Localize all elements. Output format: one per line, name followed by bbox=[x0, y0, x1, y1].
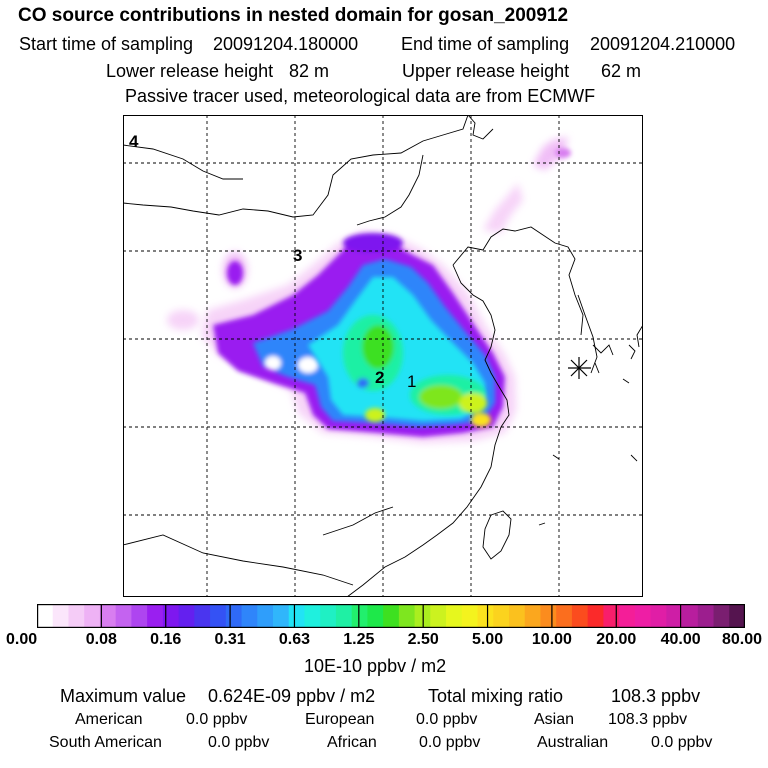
region-value: 0.0 ppbv bbox=[416, 711, 478, 728]
colorbar-tick-label: 10.00 bbox=[531, 631, 572, 648]
colorbar-tick-label: 80.00 bbox=[721, 631, 762, 648]
colorbar-cell bbox=[461, 604, 479, 628]
colorbar-cell bbox=[273, 604, 290, 628]
colorbar-cell bbox=[477, 604, 494, 628]
colorbar-cell bbox=[288, 604, 305, 628]
region-name: American bbox=[75, 711, 143, 728]
colorbar-cell bbox=[650, 604, 667, 628]
panel-label: 4 bbox=[129, 132, 139, 151]
colorbar-cell bbox=[52, 604, 69, 628]
colorbar-cell bbox=[115, 604, 132, 628]
colorbar-tick-label: 40.00 bbox=[660, 631, 701, 648]
colorbar-cell bbox=[147, 604, 164, 628]
colorbar-cell bbox=[493, 604, 510, 628]
footprint-map: 4 1 2 3 bbox=[123, 115, 643, 597]
colorbar-cell bbox=[383, 604, 400, 628]
colorbar-cell bbox=[304, 604, 321, 628]
site-label-3: 3 bbox=[293, 246, 302, 265]
colorbar-cell bbox=[257, 604, 274, 628]
region-name: Asian bbox=[534, 711, 575, 728]
colorbar-cell bbox=[571, 604, 589, 628]
colorbar-cell bbox=[99, 604, 117, 628]
colorbar-tick-label: 2.50 bbox=[407, 631, 439, 648]
region-name: Australian bbox=[537, 734, 609, 751]
upper-height-value: 62 m bbox=[601, 61, 642, 81]
colorbar-cell bbox=[603, 604, 620, 628]
colorbar-cell bbox=[335, 604, 353, 628]
colorbar-cell bbox=[634, 604, 652, 628]
colorbar-cell bbox=[178, 604, 195, 628]
receptor-asterisk-icon bbox=[568, 357, 591, 379]
colorbar-cell bbox=[729, 604, 745, 628]
coastlines bbox=[123, 115, 643, 597]
region-name: European bbox=[305, 711, 375, 728]
colorbar-cell bbox=[210, 604, 227, 628]
region-value: 0.0 ppbv bbox=[186, 711, 248, 728]
end-time-label: End time of sampling bbox=[401, 34, 570, 54]
lower-height-label: Lower release height bbox=[106, 61, 274, 81]
region-value: 0.0 ppbv bbox=[419, 734, 481, 751]
colorbar-tick-label: 20.00 bbox=[596, 631, 637, 648]
colorbar-cell bbox=[68, 604, 85, 628]
colorbar-cell bbox=[556, 604, 573, 628]
region-value: 0.0 ppbv bbox=[208, 734, 270, 751]
region-value: 108.3 ppbv bbox=[608, 711, 688, 728]
colorbar-cell bbox=[241, 604, 258, 628]
total-mixing-label: Total mixing ratio bbox=[428, 686, 564, 706]
lower-height-value: 82 m bbox=[289, 61, 330, 81]
colorbar-tick-label: 0.00 bbox=[6, 631, 38, 648]
start-time-value: 20091204.180000 bbox=[213, 34, 359, 54]
colorbar-cell bbox=[697, 604, 715, 628]
colorbar-cell bbox=[194, 604, 211, 628]
colorbar-cell bbox=[320, 604, 337, 628]
colorbar-tick-label: 1.25 bbox=[343, 631, 375, 648]
start-time-label: Start time of sampling bbox=[19, 34, 194, 54]
colorbar-cell bbox=[509, 604, 526, 628]
colorbar-cell bbox=[713, 604, 730, 628]
colorbar-cell bbox=[446, 604, 463, 628]
max-value: 0.624E-09 ppbv / m2 bbox=[208, 686, 376, 706]
region-name: African bbox=[327, 734, 377, 751]
colorbar-tick-label: 0.63 bbox=[278, 631, 311, 648]
max-value-label: Maximum value bbox=[60, 686, 187, 706]
site-label-2: 2 bbox=[375, 368, 384, 387]
total-mixing-value: 108.3 ppbv bbox=[611, 686, 701, 706]
colorbar-cell bbox=[84, 604, 101, 628]
colorbar-tick-label: 0.31 bbox=[214, 631, 246, 648]
colorbar-cell bbox=[682, 604, 699, 628]
colorbar-tick-label: 5.00 bbox=[471, 631, 504, 648]
colorbar-cell bbox=[225, 604, 243, 628]
site-label-1: 1 bbox=[407, 372, 416, 391]
plot-title: CO source contributions in nested domain… bbox=[18, 5, 569, 26]
colorbar-cell bbox=[131, 604, 148, 628]
colorbar-tick-label: 0.16 bbox=[150, 631, 182, 648]
colorbar-tick-label: 0.08 bbox=[85, 631, 117, 648]
colorbar-cell bbox=[540, 604, 557, 628]
colorbar-cell bbox=[37, 604, 54, 628]
region-value: 0.0 ppbv bbox=[651, 734, 713, 751]
region-name: South American bbox=[49, 734, 162, 751]
colorbar-cell bbox=[162, 604, 180, 628]
colorbar-units: 10E-10 ppbv / m2 bbox=[304, 656, 447, 676]
colorbar-cell bbox=[351, 604, 368, 628]
plume-green bbox=[343, 315, 491, 427]
colorbar-cell bbox=[398, 604, 416, 628]
colorbar-cell bbox=[619, 604, 636, 628]
graticule bbox=[123, 115, 643, 597]
upper-height-label: Upper release height bbox=[402, 61, 570, 81]
colorbar-cell bbox=[666, 604, 683, 628]
colorbar-cell bbox=[367, 604, 384, 628]
colorbar-cell bbox=[587, 604, 604, 628]
end-time-value: 20091204.210000 bbox=[590, 34, 736, 54]
colorbar-cell bbox=[524, 604, 541, 628]
colorbar-cell bbox=[430, 604, 447, 628]
tracer-note: Passive tracer used, meteorological data… bbox=[125, 86, 596, 106]
colorbar bbox=[37, 604, 745, 628]
